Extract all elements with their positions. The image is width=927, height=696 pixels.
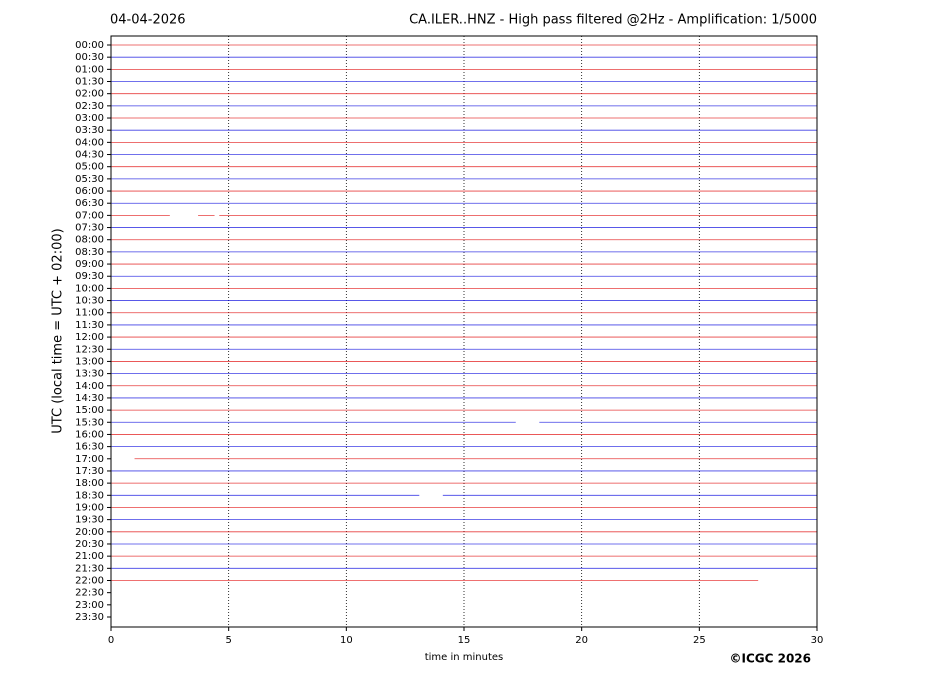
y-tick-label: 01:30 [75, 77, 104, 88]
y-tick-label: 23:30 [75, 612, 104, 623]
y-tick-label: 07:00 [75, 210, 104, 221]
y-tick-label: 00:00 [75, 40, 104, 51]
y-tick-label: 20:00 [75, 527, 104, 538]
y-tick-label: 15:30 [75, 417, 104, 428]
y-tick-label: 22:30 [75, 588, 104, 599]
x-tick-label: 25 [693, 635, 706, 646]
y-tick-label: 13:00 [75, 356, 104, 367]
y-tick-label: 04:30 [75, 150, 104, 161]
y-tick-label: 07:30 [75, 223, 104, 234]
y-tick-label: 19:00 [75, 502, 104, 513]
y-tick-label: 18:30 [75, 490, 104, 501]
x-tick-label: 10 [340, 635, 353, 646]
x-tick-label: 5 [225, 635, 231, 646]
x-tick-label: 15 [458, 635, 471, 646]
y-tick-label: 10:00 [75, 283, 104, 294]
y-tick-label: 13:30 [75, 369, 104, 380]
y-tick-label: 08:00 [75, 235, 104, 246]
y-tick-label: 11:30 [75, 320, 104, 331]
y-tick-label: 11:00 [75, 308, 104, 319]
y-tick-label: 18:00 [75, 478, 104, 489]
y-tick-label: 20:30 [75, 539, 104, 550]
y-tick-label: 00:30 [75, 52, 104, 63]
y-tick-label: 17:30 [75, 466, 104, 477]
credit: ©ICGC 2026 [729, 652, 811, 666]
x-tick-label: 0 [108, 635, 114, 646]
y-tick-label: 06:30 [75, 198, 104, 209]
y-tick-label: 19:30 [75, 515, 104, 526]
y-tick-label: 21:00 [75, 551, 104, 562]
y-tick-label: 17:00 [75, 454, 104, 465]
y-tick-label: 01:00 [75, 64, 104, 75]
y-tick-label: 10:30 [75, 296, 104, 307]
x-tick-label: 30 [811, 635, 824, 646]
y-tick-label: 05:30 [75, 174, 104, 185]
y-tick-label: 05:00 [75, 162, 104, 173]
y-tick-label: 08:30 [75, 247, 104, 258]
y-tick-label: 16:30 [75, 442, 104, 453]
date-title: 04-04-2026 [110, 13, 186, 28]
y-tick-label: 06:00 [75, 186, 104, 197]
y-tick-label: 03:30 [75, 125, 104, 136]
y-tick-label: 12:30 [75, 344, 104, 355]
y-tick-label: 02:30 [75, 101, 104, 112]
plot-frame [110, 35, 818, 628]
y-tick-label: 04:00 [75, 137, 104, 148]
y-tick-label: 02:00 [75, 89, 104, 100]
x-axis-label: time in minutes [425, 652, 504, 663]
y-tick-label: 12:00 [75, 332, 104, 343]
y-tick-label: 03:00 [75, 113, 104, 124]
y-tick-label: 14:30 [75, 393, 104, 404]
y-tick-label: 23:00 [75, 600, 104, 611]
y-tick-label: 09:00 [75, 259, 104, 270]
y-tick-label: 22:00 [75, 575, 104, 586]
y-axis-label: UTC (local time = UTC + 02:00) [51, 228, 66, 433]
y-tick-label: 16:00 [75, 429, 104, 440]
y-tick-label: 14:00 [75, 381, 104, 392]
chart-title: CA.ILER..HNZ - High pass filtered @2Hz -… [409, 13, 817, 28]
y-tick-label: 21:30 [75, 563, 104, 574]
x-tick-label: 20 [575, 635, 588, 646]
y-tick-label: 09:30 [75, 271, 104, 282]
y-tick-label: 15:00 [75, 405, 104, 416]
